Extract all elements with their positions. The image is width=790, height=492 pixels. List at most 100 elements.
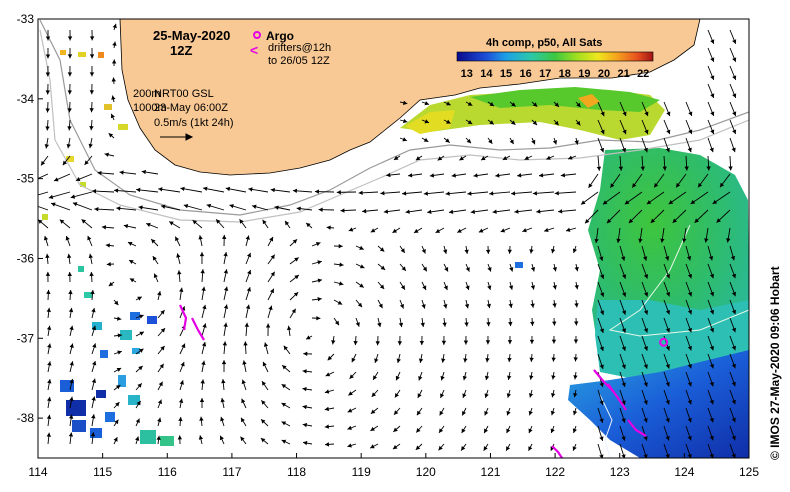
current-arrow-head bbox=[416, 410, 422, 416]
current-arrow-head bbox=[248, 187, 253, 192]
current-arrow-head bbox=[621, 256, 626, 261]
current-arrow-head bbox=[51, 202, 56, 207]
current-arrow-head bbox=[572, 428, 577, 433]
map-date: 25-May-2020 bbox=[153, 28, 230, 43]
current-arrow-head bbox=[422, 266, 427, 272]
drifter-legend-sub: to 26/05 12Z bbox=[268, 55, 330, 67]
current-arrow-head bbox=[268, 305, 273, 311]
argo-legend-label: Argo bbox=[266, 29, 294, 43]
current-arrow-head bbox=[223, 322, 228, 328]
current-arrow-head bbox=[261, 400, 266, 405]
current-arrow-head bbox=[108, 281, 114, 287]
current-arrow-head bbox=[68, 307, 74, 313]
current-arrow-head bbox=[178, 416, 183, 422]
current-arrow-head bbox=[72, 202, 78, 207]
current-arrow-head bbox=[550, 428, 555, 434]
current-arrow-head bbox=[665, 328, 670, 333]
current-arrow-head bbox=[621, 346, 626, 351]
current-arrow-head bbox=[443, 304, 448, 309]
current-arrow-head bbox=[159, 363, 164, 369]
current-arrow-head bbox=[643, 292, 649, 297]
current-arrow-head bbox=[402, 118, 408, 124]
current-arrow-head bbox=[621, 382, 626, 387]
current-arrow-head bbox=[270, 254, 275, 260]
current-arrow-head bbox=[618, 166, 624, 171]
argo-float-marker[interactable] bbox=[659, 337, 669, 347]
current-arrow-head bbox=[710, 93, 715, 98]
current-arrow-head bbox=[242, 360, 247, 365]
current-arrow-head bbox=[599, 364, 604, 370]
current-arrow-head bbox=[402, 191, 407, 196]
current-arrow-head bbox=[45, 36, 51, 41]
current-arrow-head bbox=[710, 129, 715, 135]
current-arrow-head bbox=[67, 126, 72, 131]
current-arrow-head bbox=[643, 310, 649, 315]
current-arrow-head bbox=[135, 436, 140, 441]
drifter-legend-icon: < bbox=[250, 42, 258, 58]
current-arrow-head bbox=[105, 243, 111, 248]
current-arrow-head bbox=[91, 325, 97, 331]
current-arrow-head bbox=[68, 414, 74, 419]
current-arrow-head bbox=[370, 409, 376, 414]
current-arrow-head bbox=[405, 209, 410, 214]
current-arrow-head bbox=[528, 410, 533, 416]
current-arrow-head bbox=[709, 309, 715, 315]
current-arrow-head bbox=[565, 227, 571, 232]
current-arrow-head bbox=[418, 375, 423, 381]
current-arrow-head bbox=[574, 266, 579, 272]
current-arrow-head bbox=[87, 235, 92, 241]
current-arrow-head bbox=[467, 101, 473, 106]
current-arrow-head bbox=[489, 102, 494, 107]
current-arrow-head bbox=[443, 285, 448, 291]
current-arrow-head bbox=[65, 235, 70, 241]
current-arrow-head bbox=[119, 170, 124, 175]
current-arrow-head bbox=[511, 102, 516, 107]
current-arrow-head bbox=[69, 343, 74, 348]
current-arrow-head bbox=[395, 375, 400, 381]
current-arrow-head bbox=[225, 186, 231, 192]
current-arrow-head bbox=[572, 248, 577, 253]
current-arrow-head bbox=[262, 219, 267, 225]
current-arrow-head bbox=[261, 381, 267, 386]
current-arrow-head bbox=[506, 446, 511, 451]
current-arrow-head bbox=[260, 438, 266, 443]
drifter-tracks bbox=[179, 304, 647, 458]
current-arrow-head bbox=[245, 235, 250, 240]
drifter-track bbox=[627, 419, 647, 437]
current-arrow-head bbox=[478, 228, 484, 233]
lon-tick-label: 117 bbox=[222, 465, 241, 479]
current-arrow-head bbox=[509, 267, 514, 272]
current-arrow-head bbox=[359, 245, 364, 250]
current-arrow-head bbox=[69, 378, 74, 384]
current-arrow-head bbox=[69, 325, 74, 331]
current-arrow-head bbox=[70, 194, 76, 199]
current-arrow-head bbox=[265, 323, 271, 328]
current-arrow-head bbox=[97, 170, 102, 176]
current-arrow-head bbox=[135, 418, 140, 424]
lat-tick-label: -38 bbox=[17, 411, 35, 425]
current-arrow-head bbox=[89, 126, 94, 131]
current-arrow-head bbox=[709, 291, 715, 297]
current-arrow-head bbox=[731, 345, 736, 351]
current-arrow bbox=[38, 173, 49, 180]
current-arrow-head bbox=[467, 120, 473, 125]
current-arrow-head bbox=[444, 267, 449, 272]
current-arrow-head bbox=[201, 360, 206, 366]
drifter-track bbox=[551, 445, 563, 458]
current-arrow-head bbox=[177, 435, 183, 440]
current-arrow-head bbox=[183, 204, 189, 209]
current-arrow-head bbox=[457, 228, 462, 233]
current-arrow-head bbox=[666, 111, 671, 117]
colorbar-title: 4h comp, p50, All Sats bbox=[486, 37, 602, 49]
current-arrow-head bbox=[599, 310, 605, 315]
colorbar-tick-label: 17 bbox=[539, 68, 551, 80]
current-arrow-head bbox=[306, 222, 311, 228]
current-arrow-head bbox=[599, 400, 604, 405]
current-arrow-head bbox=[160, 345, 165, 351]
current-arrow-head bbox=[243, 341, 248, 346]
current-arrow-head bbox=[643, 436, 648, 441]
current-arrow-head bbox=[621, 274, 627, 279]
current-arrow-head bbox=[554, 120, 559, 126]
current-arrow-head bbox=[511, 191, 516, 196]
current-arrow-head bbox=[441, 340, 447, 345]
